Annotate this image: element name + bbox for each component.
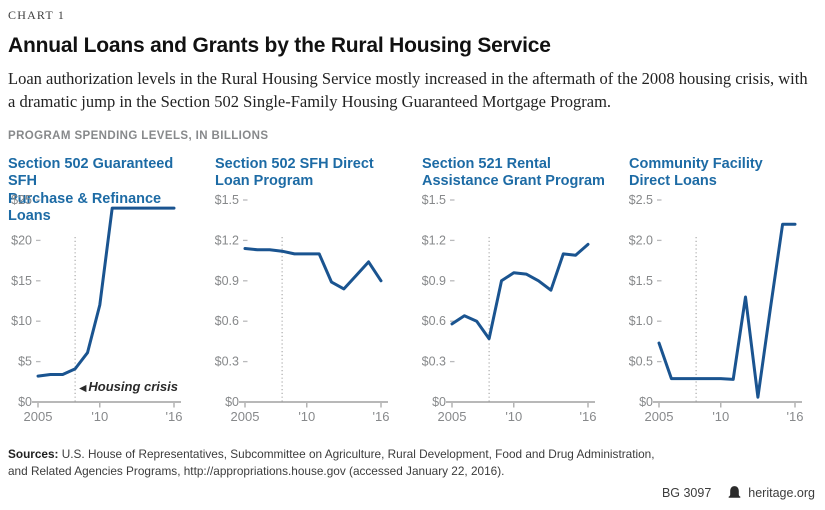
y-tick-label: $15 [11,274,32,288]
data-series-line [450,242,590,341]
footer-branding: BG 3097 heritage.org [662,485,815,500]
annotation-housing-crisis: ◀ Housing crisis [79,379,178,394]
chart-community-facility: Community Facility Direct Loans $0 $0.5 $1… [629,156,825,439]
data-series-line [657,222,797,399]
y-tick-label: $20 [11,233,32,247]
x-tick-label: 2005 [645,409,674,424]
y-tick-label: $0.3 [422,354,446,368]
chart-title-line1: Section 521 Rental [422,155,551,172]
x-tick-label: '16 [166,409,183,424]
report-id: BG 3097 [661,485,712,500]
x-tick-label: '16 [580,409,597,424]
y-tick-label: $1.5 [422,194,446,207]
y-tick-label: $0 [432,395,446,409]
y-tick-label: $0.6 [215,314,239,328]
y-tick-label: $1.5 [215,194,239,207]
y-tick-label: $0 [18,395,32,409]
sources-note: Sources: U.S. House of Representatives, … [8,446,676,480]
y-tick-label: $0.3 [215,354,239,368]
chart-title-line2: Assistance Grant Program [422,173,605,190]
line-chart-502-direct: $0 $0.3 $0.6 $0.9 $1.2 $1.5 2005 '10 '16 [215,193,390,424]
line-chart-502-guaranteed: $0 $5 $10 $15 $20 $25 2005 '10 '16 ◀ Housing crisi… [11,193,183,424]
page-title: Annual Loans and Grants by the Rural Hou… [8,34,551,57]
y-tick-label: $10 [11,314,32,328]
section-label: PROGRAM SPENDING LEVELS, IN BILLIONS [8,129,269,142]
y-tick-label: $1.2 [422,233,446,247]
x-tick-label: 2005 [231,409,260,424]
y-tick-label: $0 [639,395,653,409]
line-chart-community-facility: $0 $0.5 $1.0 $1.5 $2.0 $2.5 2005 '10 '16 [629,193,804,424]
x-tick-label: 2005 [438,409,467,424]
x-tick-label: '16 [373,409,390,424]
chart-title: Community Facility Direct Loans [629,156,825,192]
y-tick-label: $25 [11,194,32,207]
x-tick-label: 2005 [24,409,53,424]
y-tick-label: $2.0 [629,233,653,247]
y-tick-label: $1.0 [629,314,653,328]
x-tick-label: '10 [712,409,729,424]
chart-502-direct: Section 502 SFH Direct Loan Program $0 $0… [215,156,411,439]
x-tick-label: '10 [505,409,522,424]
chart-title-line1: Section 502 Guaranteed SFH [8,155,174,190]
chart-521-rental-assistance: Section 521 Rental Assistance Grant Prog… [422,156,618,439]
chart-title-line2: Loan Program [215,173,314,190]
y-tick-label: $0 [225,395,239,409]
data-series-line [243,246,383,291]
y-tick-label: $0.5 [629,354,653,368]
y-tick-label: $0.6 [422,314,446,328]
chart-title-line2: Purchase & Refinance Loans [8,190,162,225]
chart-page: CHART 1 Annual Loans and Grants by the R… [8,8,817,500]
sources-label: Sources: [8,446,59,461]
chart-title-line1: Community Facility [629,155,763,172]
heritage-org-link[interactable]: heritage.org [748,485,815,500]
chart-title: Section 521 Rental Assistance Grant Prog… [422,156,618,192]
page-subtitle: Loan authorization levels in the Rural H… [8,69,808,112]
data-series-line [36,206,176,378]
charts-row: Section 502 Guaranteed SFH Purchase & Re… [8,156,817,439]
chart-502-guaranteed-sfh: Section 502 Guaranteed SFH Purchase & Re… [8,156,204,439]
chart-title: Section 502 SFH Direct Loan Program [215,156,411,192]
line-chart-521-rental: $0 $0.3 $0.6 $0.9 $1.2 $1.5 2005 '10 '16 [422,193,597,424]
heritage-bell-icon [728,486,741,498]
y-tick-label: $0.9 [215,274,239,288]
y-tick-label: $1.5 [629,274,653,288]
y-tick-label: $2.5 [629,194,653,207]
chart-title-line2: Direct Loans [629,173,717,190]
x-tick-label: '16 [787,409,804,424]
y-tick-label: $1.2 [215,233,239,247]
x-tick-label: '10 [298,409,315,424]
chart-kicker: CHART 1 [8,8,66,22]
chart-title: Section 502 Guaranteed SFH Purchase & Re… [8,155,204,224]
y-tick-label: $5 [18,354,32,368]
sources-text: U.S. House of Representatives, Subcommit… [8,446,655,478]
x-tick-label: '10 [91,409,108,424]
y-tick-label: $0.9 [422,274,446,288]
left-arrow-icon: ◀ [79,383,87,394]
chart-title-line1: Section 502 SFH Direct [215,155,374,172]
